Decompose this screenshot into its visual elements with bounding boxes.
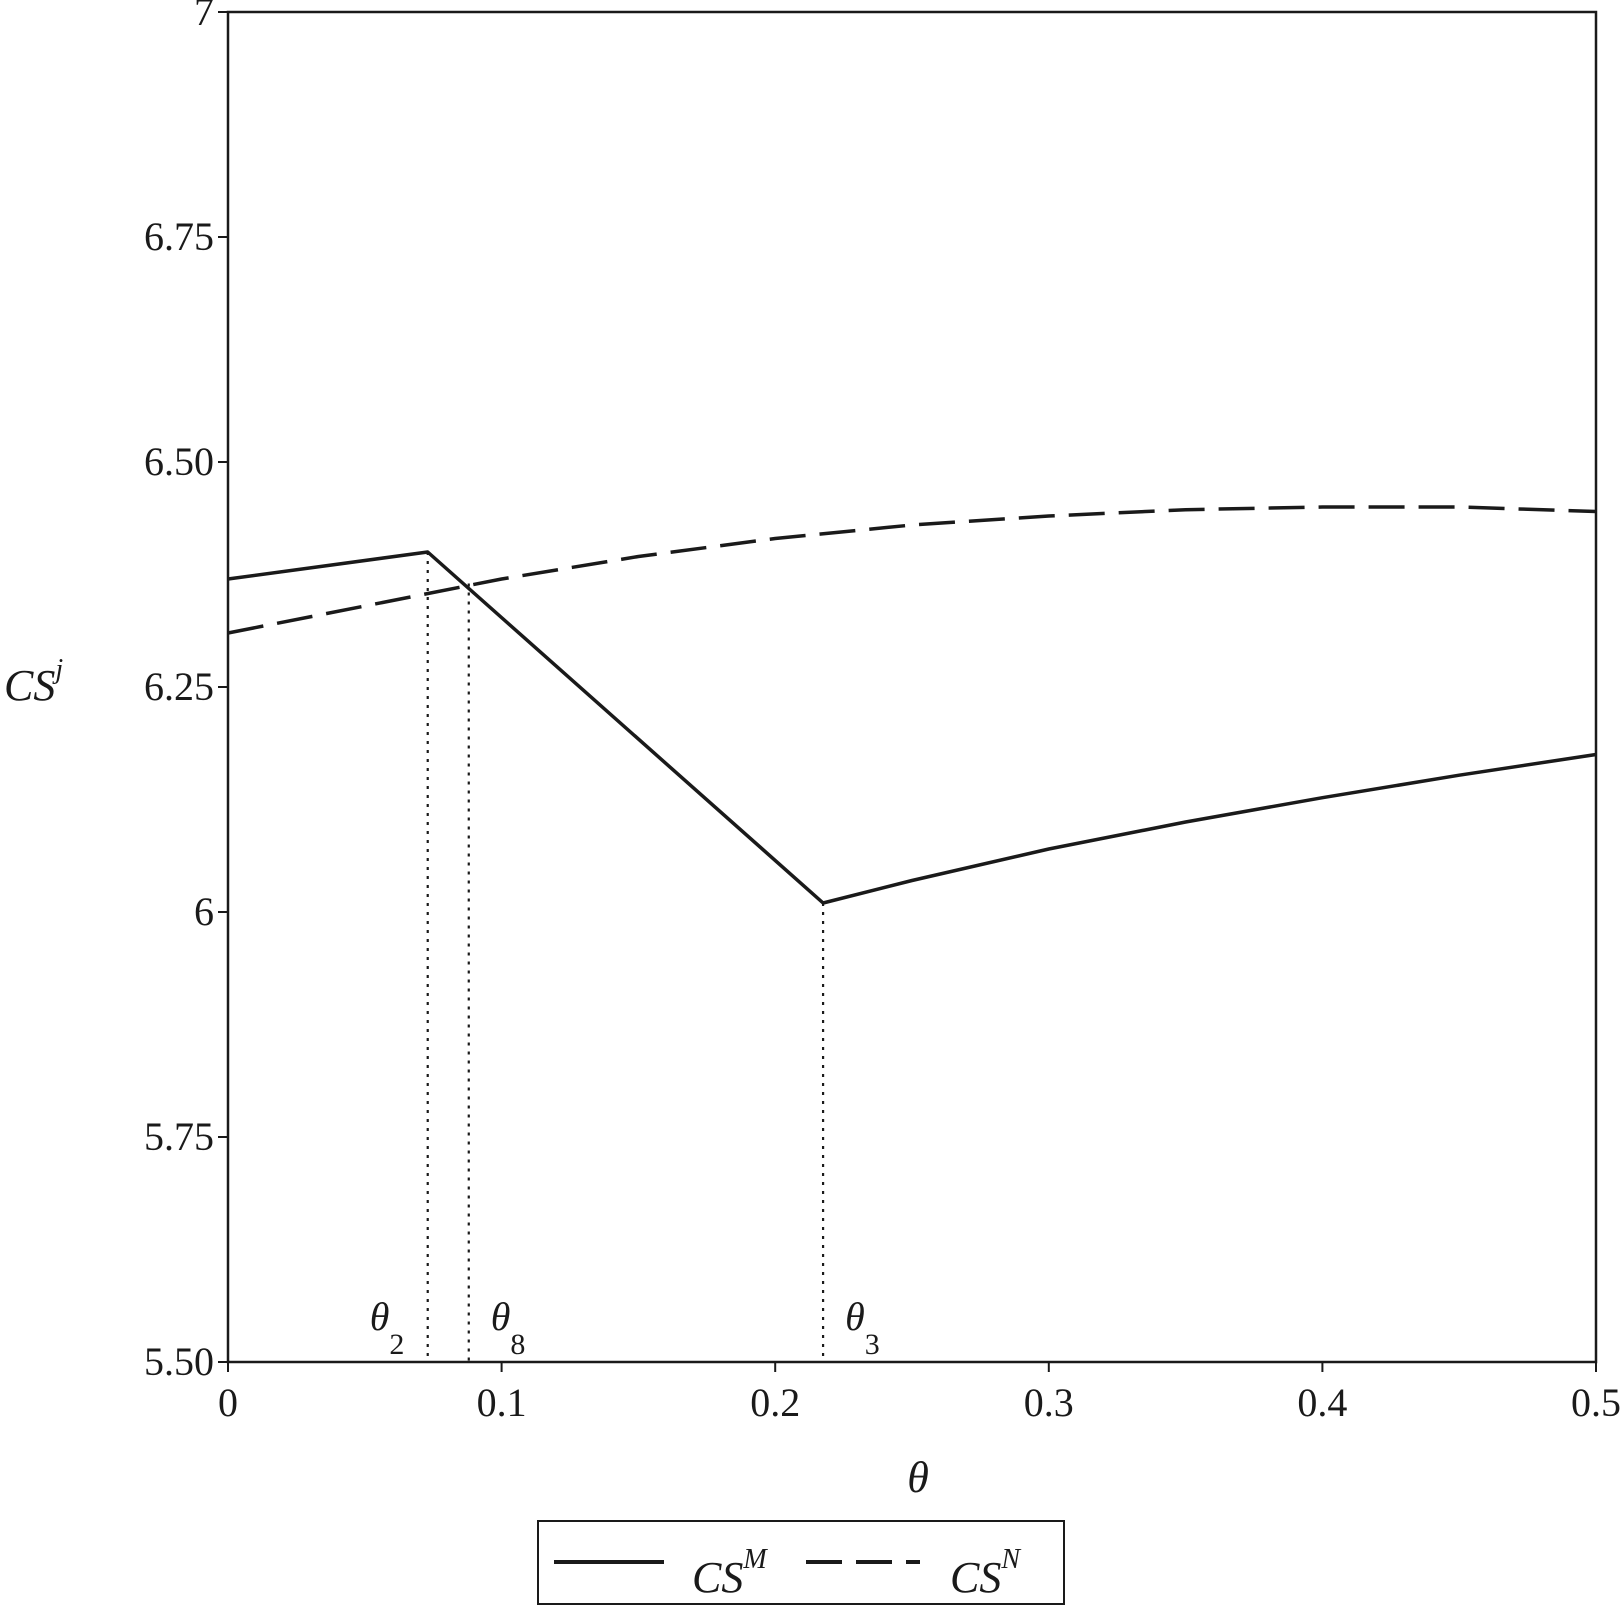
threshold-label: θ2: [370, 1294, 405, 1361]
axis-ticks: 5.50 5.75 6 6.25 6.50 6.75 7 0 0.1 0.2 0.3 0.4 0.5: [144, 0, 1621, 1425]
series-lines: [227, 505, 1597, 905]
legend-label-cs-m-sup: M: [742, 1544, 768, 1575]
plot-area-border: [226, 10, 1598, 1364]
x-axis-title: θ: [907, 1453, 929, 1502]
plot-frame: [226, 10, 1598, 1364]
legend: CSM CSN: [537, 1520, 1065, 1605]
threshold-guides: [426, 552, 825, 1362]
y-tick-label: 6: [194, 889, 214, 934]
y-tick-label: 5.50: [144, 1339, 214, 1384]
threshold-label: θ8: [491, 1294, 526, 1361]
threshold-label-subscript: 3: [865, 1328, 880, 1361]
y-tick-label: 6.75: [144, 214, 214, 259]
threshold-label-base: θ: [491, 1294, 511, 1339]
x-tick-label: 0.2: [750, 1380, 800, 1425]
x-tick-label: 0: [218, 1380, 238, 1425]
legend-label-cs-m-base: CS: [692, 1553, 743, 1602]
y-tick-label: 5.75: [144, 1114, 214, 1159]
threshold-label-base: θ: [370, 1294, 390, 1339]
x-tick-label: 0.4: [1297, 1380, 1347, 1425]
threshold-label: θ3: [845, 1294, 880, 1361]
series-line-cs-m: [227, 550, 1597, 905]
threshold-label-subscript: 2: [389, 1328, 404, 1361]
threshold-label-subscript: 8: [510, 1328, 525, 1361]
legend-label-cs-n-sup: N: [1000, 1544, 1021, 1575]
y-axis-title-base: CS: [4, 661, 55, 710]
threshold-label-base: θ: [845, 1294, 865, 1339]
y-axis-title-superscript: j: [52, 654, 63, 685]
legend-label-cs-n: CSN: [950, 1544, 1021, 1602]
series-line-cs-n: [227, 505, 1597, 635]
x-tick-label: 0.1: [477, 1380, 527, 1425]
legend-label-cs-m: CSM: [692, 1544, 768, 1602]
y-tick-label: 6.50: [144, 439, 214, 484]
y-axis-title: CSj: [4, 654, 63, 710]
legend-label-cs-n-base: CS: [950, 1553, 1001, 1602]
y-tick-label: 7: [194, 0, 214, 34]
y-tick-label: 6.25: [144, 664, 214, 709]
x-tick-label: 0.3: [1024, 1380, 1074, 1425]
x-tick-label: 0.5: [1571, 1380, 1621, 1425]
